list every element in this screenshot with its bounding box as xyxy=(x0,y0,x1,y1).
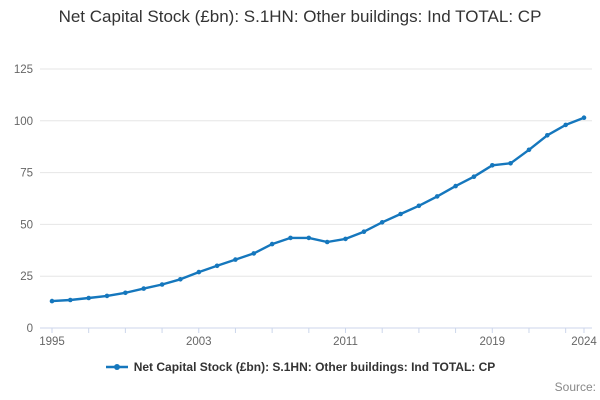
y-axis-label: 50 xyxy=(20,219,33,231)
data-point-2005 xyxy=(233,257,238,262)
y-axis-labels: 0 25 50 75 100 125 xyxy=(14,64,33,335)
data-point-2014 xyxy=(398,211,403,217)
x-axis-label: 2019 xyxy=(479,336,505,348)
data-point-2013 xyxy=(379,220,385,225)
data-point-1998 xyxy=(104,293,110,299)
data-point-2017 xyxy=(453,183,458,189)
chart-title: Net Capital Stock (£bn): S.1HN: Other bu… xyxy=(58,7,542,26)
data-point-2020 xyxy=(508,161,513,166)
data-point-1996 xyxy=(68,297,73,303)
data-point-2019 xyxy=(490,163,495,168)
data-point-2000 xyxy=(141,286,146,291)
y-axis-label: 125 xyxy=(14,64,33,76)
data-point-2007 xyxy=(269,241,275,247)
data-point-2022 xyxy=(545,133,550,138)
series-net-capital-stock[interactable] xyxy=(49,115,587,304)
data-point-2006 xyxy=(251,251,257,256)
data-point-2009 xyxy=(306,235,312,241)
x-axis-labels: 1995 2003 2011 2019 2024 xyxy=(39,336,597,348)
data-point-2004 xyxy=(214,263,220,269)
x-axis-label: 2011 xyxy=(333,336,358,348)
data-point-2018 xyxy=(471,174,477,179)
data-point-2015 xyxy=(416,203,422,209)
data-point-2001 xyxy=(159,282,165,287)
x-axis-label: 2024 xyxy=(571,336,597,348)
y-axis-label: 0 xyxy=(27,323,33,335)
legend-label: Net Capital Stock (£bn): S.1HN: Other bu… xyxy=(133,360,496,374)
data-point-2023 xyxy=(563,122,568,128)
x-axis-label: 2003 xyxy=(186,336,212,348)
x-axis-label: 1995 xyxy=(39,336,65,348)
y-axis-label: 75 xyxy=(20,168,33,180)
data-point-2011 xyxy=(343,236,348,242)
data-point-2012 xyxy=(361,229,367,234)
source-label: Source: xyxy=(554,380,596,394)
data-point-2002 xyxy=(178,277,183,282)
data-point-2016 xyxy=(434,194,440,199)
legend: Net Capital Stock (£bn): S.1HN: Other bu… xyxy=(0,360,600,374)
data-point-2024 xyxy=(581,115,587,120)
data-point-1995 xyxy=(49,298,55,304)
data-point-2010 xyxy=(324,239,330,245)
legend-line-icon xyxy=(105,364,128,370)
y-axis-label: 25 xyxy=(20,271,33,283)
data-point-1999 xyxy=(123,290,128,296)
data-point-1997 xyxy=(86,295,91,301)
legend-item[interactable]: Net Capital Stock (£bn): S.1HN: Other bu… xyxy=(105,360,496,374)
x-axis xyxy=(40,327,592,333)
data-point-2003 xyxy=(196,269,202,275)
gridlines xyxy=(40,68,592,277)
y-axis-label: 100 xyxy=(14,116,33,128)
series-line xyxy=(50,116,586,303)
data-point-2008 xyxy=(288,235,293,241)
data-point-2021 xyxy=(526,147,532,153)
